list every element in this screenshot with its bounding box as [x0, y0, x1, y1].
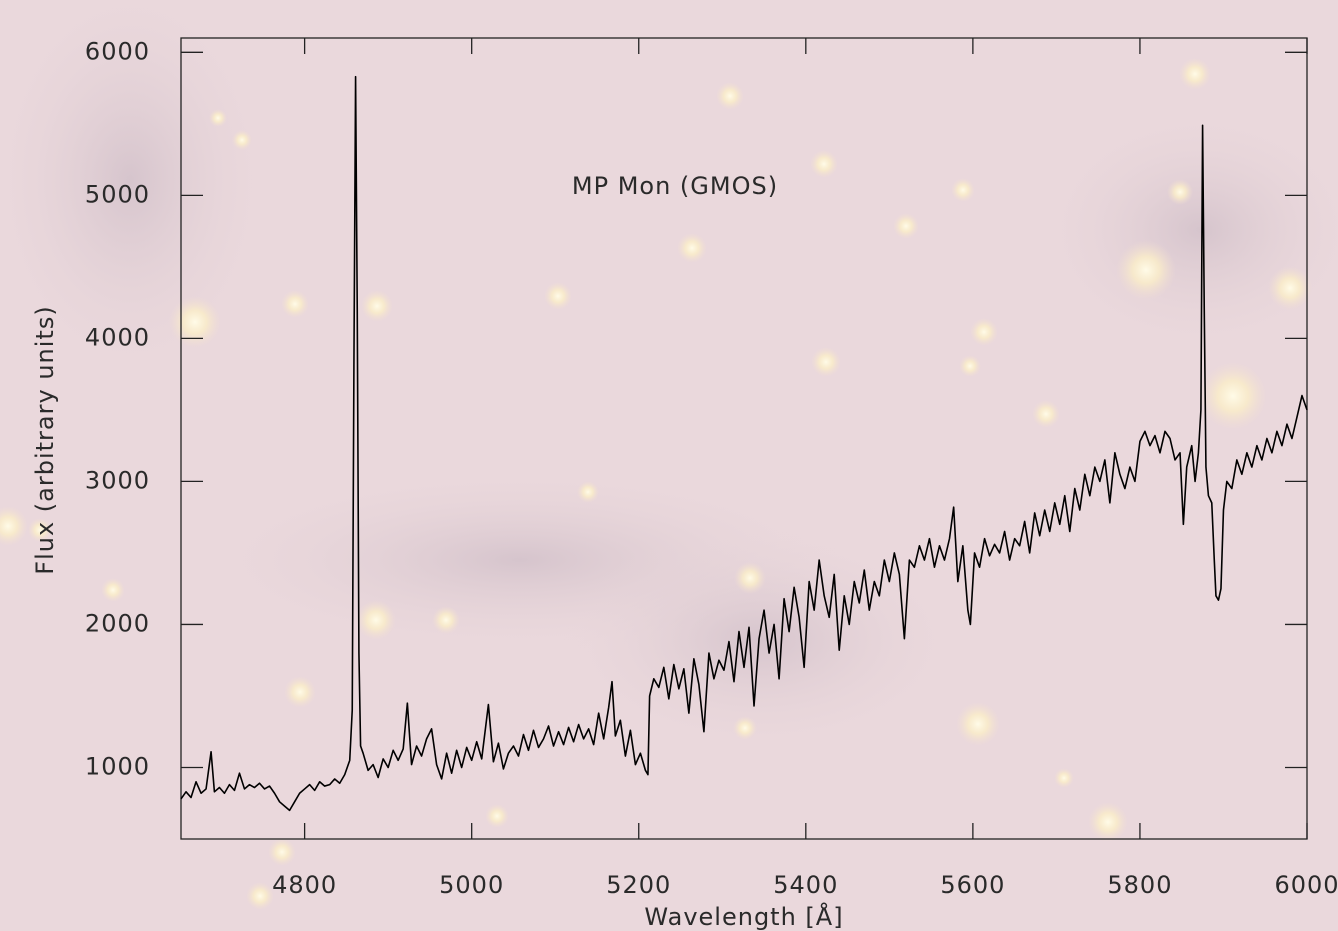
annotation: MP Mon (GMOS) [572, 172, 778, 200]
plot-frame [180, 37, 1308, 840]
x-tick-label: 6000 [1274, 871, 1338, 899]
x-tick-label: 5800 [1107, 871, 1172, 899]
y-tick-label: 3000 [85, 466, 150, 494]
x-tick-label: 5200 [606, 871, 671, 899]
y-axis-label: Flux (arbitrary units) [31, 305, 59, 574]
y-tick-label: 2000 [85, 609, 150, 637]
x-axis-label: Wavelength [Å] [644, 902, 843, 931]
y-tick-label: 4000 [85, 323, 150, 351]
y-tick-label: 5000 [85, 180, 150, 208]
y-tick-label: 6000 [85, 37, 150, 65]
x-tick-label: 4800 [272, 871, 337, 899]
x-tick-label: 5000 [439, 871, 504, 899]
y-tick-label: 1000 [85, 752, 150, 780]
x-tick-label: 5400 [773, 871, 838, 899]
x-tick-label: 5600 [940, 871, 1005, 899]
spectrum-line [180, 75, 1308, 812]
